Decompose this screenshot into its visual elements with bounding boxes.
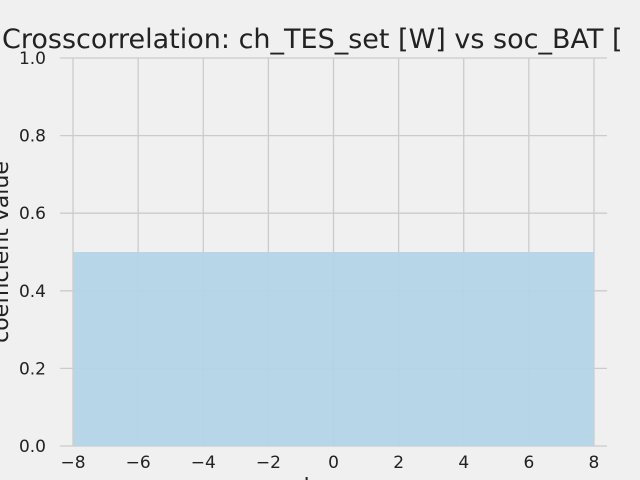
area-fill xyxy=(73,252,594,446)
x-tick-label: 8 xyxy=(589,453,600,473)
chart-title: Crosscorrelation: ch_TES_set [W] vs soc_… xyxy=(2,24,622,55)
x-tick-label: −6 xyxy=(126,453,151,473)
y-tick-label: 0.0 xyxy=(19,437,46,457)
x-tick-label: −2 xyxy=(256,453,281,473)
y-tick-label: 0.4 xyxy=(19,282,46,302)
x-tick-label: 6 xyxy=(523,453,534,473)
x-axis-label: k xyxy=(304,475,317,480)
x-tick-label: 0 xyxy=(328,453,339,473)
y-tick-label: 0.6 xyxy=(19,204,46,224)
x-tick-label: 2 xyxy=(393,453,404,473)
y-tick-label: 0.8 xyxy=(19,127,46,147)
plot-area xyxy=(73,252,594,446)
y-axis-label: coefficient value xyxy=(0,161,14,343)
y-tick-label: 1.0 xyxy=(19,49,46,69)
x-tick-label: −4 xyxy=(191,453,216,473)
y-tick-label: 0.2 xyxy=(19,359,46,379)
tick-labels: −8 −6 −4 −2 0 2 4 6 8 0.0 0.2 0.4 0.6 0.8 1.0 xyxy=(19,49,599,473)
x-tick-label: 4 xyxy=(458,453,469,473)
x-tick-label: −8 xyxy=(60,453,85,473)
